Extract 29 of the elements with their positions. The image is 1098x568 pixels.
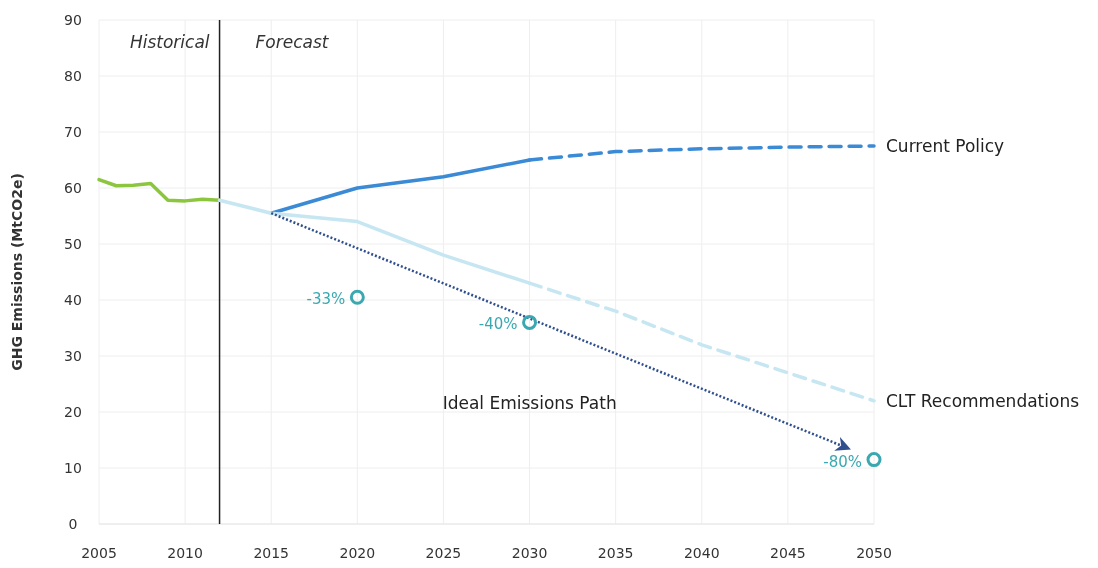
x-tick-label: 2010 <box>167 545 203 561</box>
y-tick-label: 50 <box>64 236 82 252</box>
y-tick-label: 0 <box>68 516 78 532</box>
x-tick-label: 2050 <box>856 545 892 561</box>
x-tick-label: 2020 <box>339 545 376 561</box>
annotation: -40% <box>478 315 518 334</box>
text: Ideal Emissions Path <box>442 392 617 413</box>
x-tick-label: 2025 <box>425 545 462 561</box>
series-label: Current Policy <box>886 136 1005 156</box>
annotation: Historical <box>129 32 210 52</box>
y-tick-label: 20 <box>64 404 82 420</box>
y-tick-label: 40 <box>64 292 82 308</box>
y-tick-label: 10 <box>64 460 82 476</box>
x-tick-label: 2035 <box>597 545 634 561</box>
y-tick-label: 70 <box>64 124 82 140</box>
annotation: -33% <box>306 290 346 309</box>
annotation: -80% <box>823 452 862 471</box>
y-tick-label: 80 <box>64 68 82 84</box>
x-tick-label: 2045 <box>770 545 806 561</box>
series-label: CLT Recommendations <box>886 390 1080 411</box>
y-tick-label: 60 <box>64 180 82 196</box>
x-tick-label: 2040 <box>683 545 720 561</box>
x-tick-label: 2030 <box>511 545 548 561</box>
x-tick-label: 2005 <box>81 545 117 561</box>
y-tick-label: 30 <box>64 348 82 364</box>
y-tick-label: 90 <box>64 12 82 28</box>
annotation: Forecast <box>255 32 330 52</box>
y-axis-title: GHG Emissions (MtCO2e) <box>9 173 25 371</box>
x-tick-label: 2015 <box>253 545 290 561</box>
